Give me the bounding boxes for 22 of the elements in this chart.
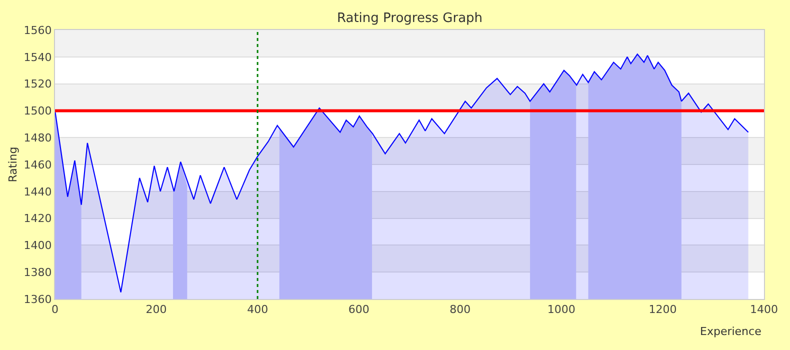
x-tick-label: 200: [146, 303, 167, 316]
y-tick-label: 1520: [24, 78, 52, 91]
y-axis-title: Rating: [6, 146, 20, 182]
y-tick-label: 1400: [24, 239, 52, 252]
y-tick-label: 1420: [24, 212, 52, 226]
y-tick-label: 1560: [24, 24, 52, 37]
x-tick-label: 800: [450, 303, 471, 316]
y-tick-label: 1440: [24, 185, 52, 198]
x-tick-label: 1200: [648, 303, 677, 316]
chart-title: Rating Progress Graph: [337, 11, 483, 26]
y-tick-label: 1480: [24, 131, 52, 144]
x-axis-title: Experience: [700, 325, 762, 338]
y-tick-label: 1460: [24, 158, 52, 172]
x-tick-label: 1400: [750, 303, 778, 316]
x-tick-label: 0: [52, 303, 58, 316]
x-tick-label: 600: [348, 303, 370, 316]
x-tick-label: 400: [247, 303, 268, 316]
x-tick-label: 1000: [547, 303, 576, 316]
y-tick-label: 1540: [24, 50, 52, 64]
y-tick-label: 1360: [24, 292, 52, 306]
y-tick-label: 1380: [24, 266, 52, 279]
y-tick-label: 1500: [24, 104, 52, 118]
